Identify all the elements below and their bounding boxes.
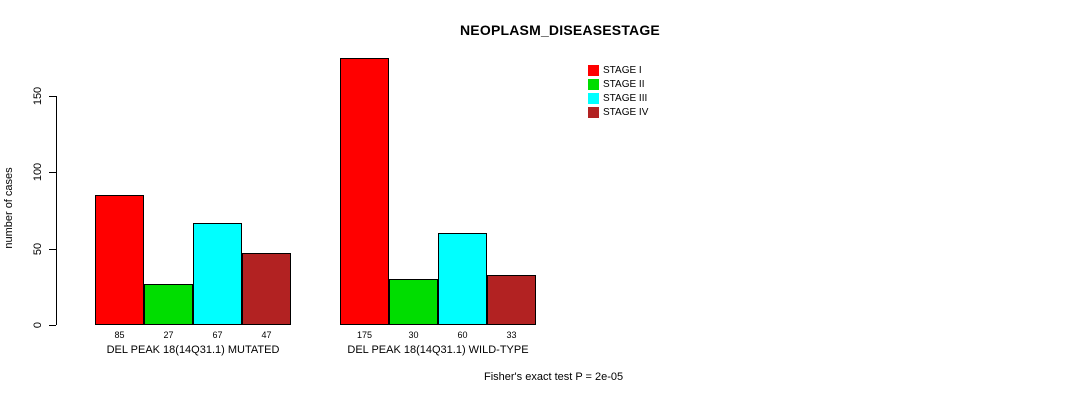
y-tick-mark-50 (49, 248, 56, 250)
chart-title: NEOPLASM_DISEASESTAGE (460, 22, 660, 38)
category-label-del-peak-18-14q31-1-wild-type: DEL PEAK 18(14Q31.1) WILD-TYPE (347, 344, 529, 356)
legend-item-stage-iii: STAGE III (588, 92, 648, 105)
legend-swatch-icon (588, 65, 599, 76)
category-label-del-peak-18-14q31-1-mutated: DEL PEAK 18(14Q31.1) MUTATED (106, 344, 280, 356)
legend: STAGE I STAGE II STAGE III STAGE IV (588, 64, 648, 120)
footer-note: Fisher's exact test P = 2e-05 (484, 371, 624, 383)
value-label-stage-iv-del-peak-18-14q31-1-mutated: 47 (261, 330, 272, 340)
value-label-stage-ii-del-peak-18-14q31-1-mutated: 27 (163, 330, 174, 340)
bar-stage-iv-del-peak-18-14q31-1-wild-type (487, 275, 536, 325)
y-tick-label-150: 150 (32, 86, 44, 106)
value-label-stage-ii-del-peak-18-14q31-1-wild-type: 30 (408, 330, 419, 340)
bar-stage-ii-del-peak-18-14q31-1-mutated (144, 284, 193, 325)
legend-label-stage-i: STAGE I (603, 64, 642, 76)
legend-label-stage-ii: STAGE II (603, 78, 645, 90)
legend-item-stage-iv: STAGE IV (588, 106, 648, 119)
value-label-stage-iv-del-peak-18-14q31-1-wild-type: 33 (506, 330, 517, 340)
y-axis-label: number of cases (3, 167, 15, 249)
y-tick-label-0: 0 (32, 321, 44, 329)
bar-stage-i-del-peak-18-14q31-1-mutated (95, 195, 144, 325)
y-axis-line (56, 96, 57, 325)
bar-stage-ii-del-peak-18-14q31-1-wild-type (389, 279, 438, 325)
legend-item-stage-ii: STAGE II (588, 78, 648, 91)
y-tick-mark-0 (49, 325, 56, 326)
bar-stage-iii-del-peak-18-14q31-1-mutated (193, 223, 242, 325)
legend-label-stage-iii: STAGE III (603, 92, 648, 104)
legend-label-stage-iv: STAGE IV (603, 106, 649, 118)
legend-swatch-icon (588, 107, 599, 118)
value-label-stage-iii-del-peak-18-14q31-1-wild-type: 60 (457, 330, 468, 340)
y-tick-label-50: 50 (32, 242, 44, 255)
value-label-stage-iii-del-peak-18-14q31-1-mutated: 67 (212, 330, 223, 340)
bar-stage-iii-del-peak-18-14q31-1-wild-type (438, 233, 487, 325)
legend-swatch-icon (588, 79, 599, 90)
y-tick-label-100: 100 (32, 163, 44, 182)
legend-swatch-icon (588, 93, 599, 104)
bar-stage-iv-del-peak-18-14q31-1-mutated (242, 253, 291, 325)
value-label-stage-i-del-peak-18-14q31-1-wild-type: 175 (356, 330, 373, 340)
bar-stage-i-del-peak-18-14q31-1-wild-type (340, 58, 389, 325)
value-label-stage-i-del-peak-18-14q31-1-mutated: 85 (114, 330, 125, 340)
y-tick-mark-100 (49, 172, 56, 174)
legend-item-stage-i: STAGE I (588, 64, 648, 77)
y-tick-mark-150 (49, 96, 56, 97)
